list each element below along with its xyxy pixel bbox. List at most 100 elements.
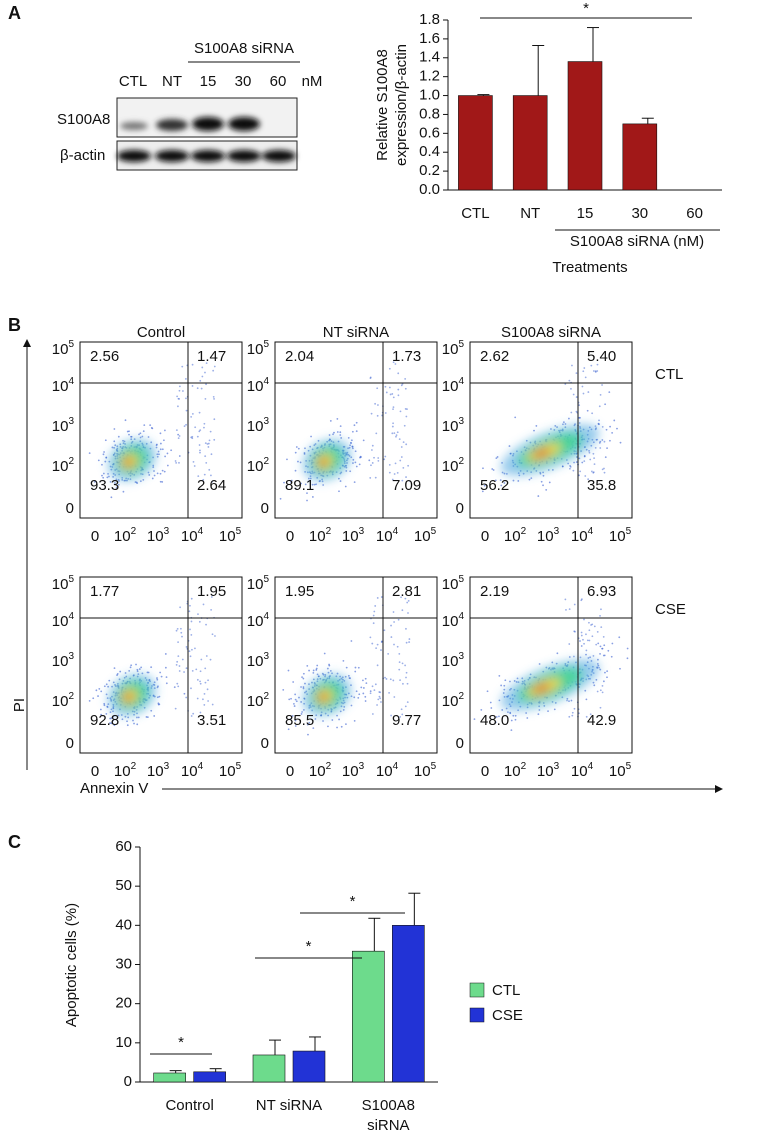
event-dot — [583, 455, 586, 457]
event-dot — [159, 442, 162, 445]
row-label: CSE — [655, 601, 686, 618]
event-dot — [598, 419, 600, 422]
event-dot — [159, 480, 162, 483]
event-dot — [336, 418, 339, 420]
event-dot — [197, 475, 200, 478]
event-dot — [103, 702, 106, 705]
event-dot — [578, 416, 580, 419]
event-dot — [377, 404, 379, 406]
event-dot — [396, 471, 399, 474]
event-dot — [608, 391, 611, 393]
event-dot — [156, 472, 159, 475]
event-dot — [579, 640, 581, 642]
event-dot — [604, 403, 607, 406]
event-dot — [213, 418, 216, 421]
event-dot — [158, 695, 161, 698]
tick-label: 0 — [261, 500, 269, 517]
event-dot — [136, 723, 139, 726]
event-dot — [105, 456, 108, 459]
event-dot — [190, 633, 193, 636]
event-dot — [213, 438, 216, 441]
event-dot — [359, 456, 362, 458]
tick-exponent: 3 — [554, 761, 560, 772]
event-dot — [481, 490, 484, 493]
event-dot — [206, 688, 209, 691]
event-dot — [376, 704, 378, 706]
event-dot — [589, 713, 592, 716]
event-dot — [353, 481, 356, 484]
event-dot — [572, 469, 575, 472]
event-dot — [570, 699, 573, 702]
event-dot — [116, 674, 118, 676]
event-dot — [290, 481, 292, 483]
event-dot — [105, 683, 108, 686]
event-dot — [156, 455, 159, 458]
event-dot — [323, 652, 326, 655]
event-dot — [542, 474, 545, 477]
event-dot — [189, 655, 192, 658]
event-dot — [500, 484, 503, 487]
event-dot — [601, 439, 604, 441]
tick-label: 102 — [114, 761, 137, 780]
event-dot — [611, 642, 614, 645]
event-dot — [291, 715, 294, 717]
event-dot — [512, 714, 515, 717]
event-dot — [212, 369, 215, 372]
tick-base: 10 — [537, 763, 554, 780]
event-dot — [384, 676, 386, 679]
significance-mark: * — [306, 938, 312, 955]
event-dot — [176, 682, 179, 685]
tick-base: 0 — [91, 763, 99, 780]
event-dot — [500, 684, 503, 687]
event-dot — [157, 702, 160, 705]
event-dot — [177, 655, 180, 657]
event-dot — [591, 635, 594, 638]
event-dot — [302, 677, 305, 680]
tick-exponent: 4 — [393, 526, 399, 537]
event-dot — [593, 463, 596, 466]
event-dot — [397, 618, 400, 621]
event-dot — [331, 672, 333, 675]
event-dot — [352, 458, 355, 461]
event-dot — [156, 677, 158, 679]
quadrant-percent: 1.47 — [197, 348, 226, 365]
tick-label: 0 — [481, 528, 489, 545]
event-dot — [596, 690, 599, 693]
event-dot — [397, 372, 400, 375]
quadrant-percent: 6.93 — [587, 583, 616, 600]
event-dot — [307, 480, 310, 483]
event-dot — [199, 429, 202, 431]
event-dot — [191, 385, 194, 387]
tick-label: 0 — [261, 735, 269, 752]
legend-swatch — [469, 982, 485, 998]
tick-label: 104 — [181, 761, 204, 780]
tick-exponent: 5 — [263, 339, 269, 350]
event-dot — [375, 647, 378, 650]
y-tick-label: 0 — [124, 1073, 132, 1090]
event-dot — [196, 697, 199, 700]
event-dot — [397, 394, 400, 397]
event-dot — [384, 412, 387, 414]
event-dot — [550, 428, 552, 430]
event-dot — [143, 424, 146, 426]
event-dot — [316, 673, 319, 676]
event-dot — [185, 667, 188, 670]
event-dot — [294, 698, 297, 701]
event-dot — [591, 412, 594, 415]
event-dot — [392, 611, 395, 613]
event-dot — [585, 698, 588, 701]
event-dot — [581, 385, 584, 388]
y-tick-label: 20 — [115, 995, 132, 1012]
event-dot — [165, 682, 168, 685]
y-tick-label: 10 — [115, 1034, 132, 1051]
event-dot — [344, 485, 347, 488]
event-dot — [179, 606, 182, 609]
event-dot — [380, 596, 383, 598]
event-dot — [130, 664, 133, 667]
tick-exponent: 2 — [326, 526, 332, 537]
event-dot — [349, 470, 352, 473]
event-dot — [514, 714, 517, 717]
event-dot — [199, 449, 201, 452]
event-dot — [287, 728, 290, 731]
legend-swatch — [469, 1007, 485, 1023]
